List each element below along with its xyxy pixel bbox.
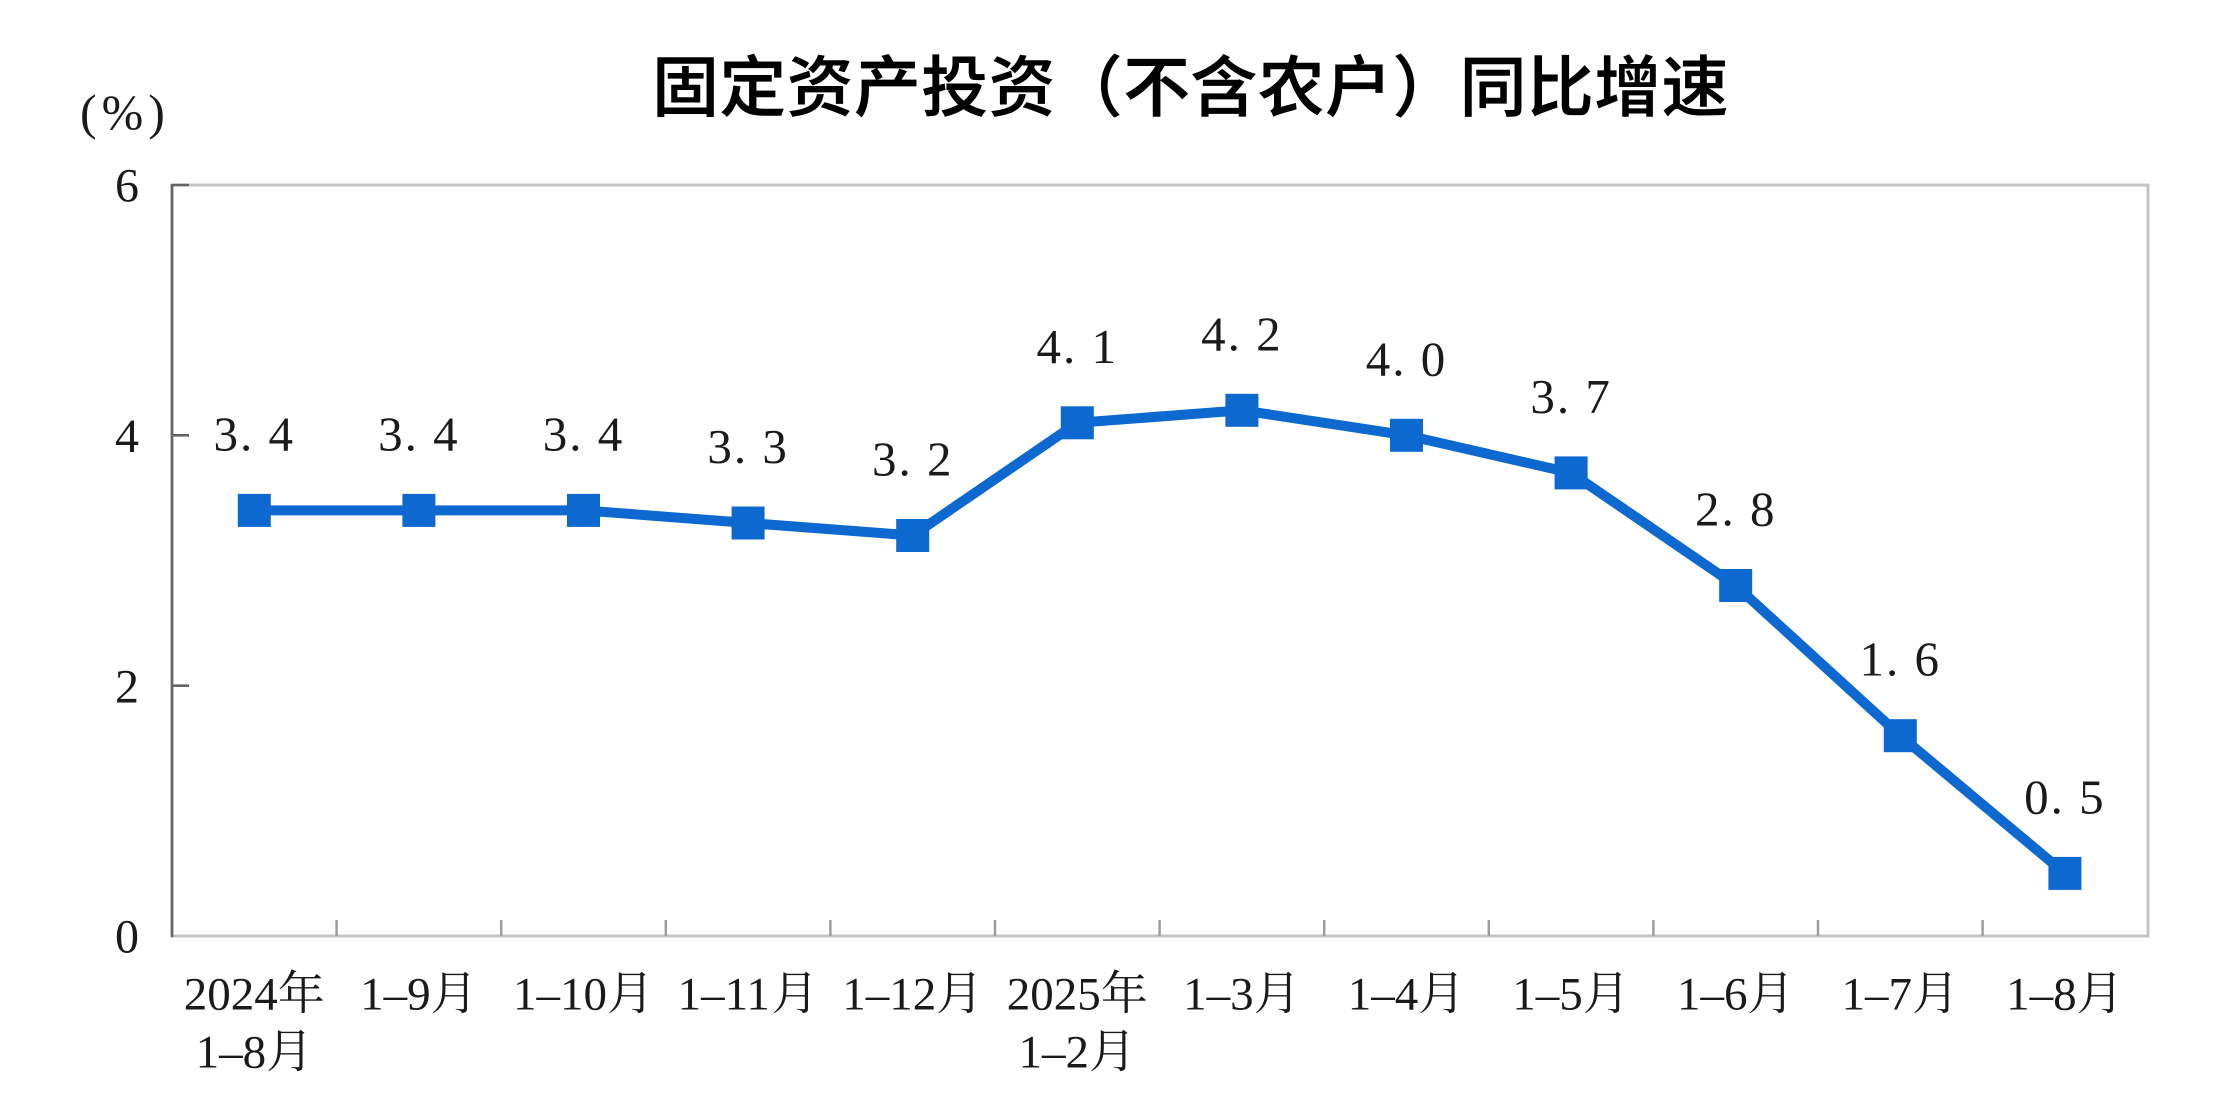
svg-text:1–12: 1–12: [842, 969, 936, 1021]
svg-text:1–10: 1–10: [513, 969, 607, 1021]
svg-text:3. 4: 3. 4: [214, 406, 296, 461]
svg-text:0: 0: [115, 911, 139, 964]
svg-text:1–8: 1–8: [2006, 969, 2077, 1021]
svg-text:1–9: 1–9: [360, 969, 431, 1021]
svg-text:1–2: 1–2: [1019, 1027, 1090, 1079]
svg-text:3. 3: 3. 3: [707, 419, 789, 474]
svg-text:1–5: 1–5: [1512, 969, 1583, 1021]
svg-text:2024: 2024: [184, 969, 278, 1021]
svg-text:4. 2: 4. 2: [1201, 306, 1283, 361]
svg-text:1–3: 1–3: [1183, 969, 1254, 1021]
svg-text:2: 2: [115, 660, 139, 713]
svg-text:3. 4: 3. 4: [378, 406, 460, 461]
svg-text:2025: 2025: [1007, 969, 1101, 1021]
svg-text:4. 1: 4. 1: [1037, 319, 1119, 374]
svg-text:3. 2: 3. 2: [872, 432, 954, 487]
svg-text:0. 5: 0. 5: [2024, 769, 2106, 824]
svg-text:1–6: 1–6: [1677, 969, 1748, 1021]
svg-text:2. 8: 2. 8: [1695, 482, 1777, 537]
svg-text:1–7: 1–7: [1842, 969, 1913, 1021]
svg-text:6: 6: [115, 160, 139, 213]
svg-text:3. 4: 3. 4: [543, 406, 625, 461]
svg-text:1–4: 1–4: [1348, 969, 1419, 1021]
svg-text:4. 0: 4. 0: [1366, 331, 1448, 386]
svg-text:(%): (%): [80, 84, 170, 140]
svg-text:1–11: 1–11: [678, 969, 770, 1021]
svg-text:1–8: 1–8: [196, 1027, 267, 1079]
svg-text:4: 4: [115, 410, 139, 463]
svg-text:3. 7: 3. 7: [1530, 369, 1612, 424]
svg-text:1. 6: 1. 6: [1860, 632, 1942, 687]
